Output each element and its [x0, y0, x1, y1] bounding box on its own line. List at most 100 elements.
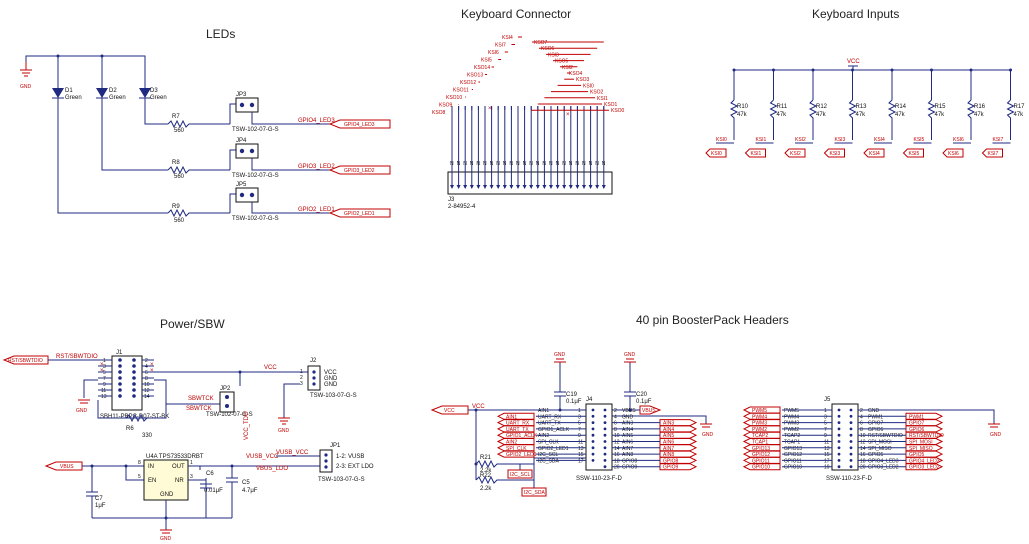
svg-text:6: 6 — [145, 370, 148, 376]
jumper-jp2[interactable]: JP2 TSW-102-07-G-S — [206, 386, 253, 418]
port-rst-sbwtdio: RST/SBWTDIO — [2, 355, 49, 365]
kbi-r-ref: R15 — [935, 104, 947, 110]
svg-text:16: 16 — [614, 452, 620, 458]
ks-label: KSI5 — [481, 58, 492, 64]
kbi-port — [784, 148, 806, 158]
capacitor-c5: C5 4.7μF — [226, 464, 258, 518]
svg-text:×: × — [566, 112, 570, 118]
ks-label: KSI0 — [583, 83, 594, 89]
header-port-label: AIN5 — [663, 433, 674, 439]
kbi-port — [902, 148, 924, 158]
svg-text:N: N — [562, 161, 566, 167]
header-port-label: GPIO9 — [663, 465, 679, 471]
svg-text:14: 14 — [144, 394, 150, 400]
svg-text:18: 18 — [614, 458, 620, 464]
svg-text:N: N — [575, 161, 579, 167]
svg-text:11: 11 — [101, 388, 106, 394]
boosterpack-title: 40 pin BoosterPack Headers — [636, 313, 789, 327]
svg-text:2-3: EXT LDO: 2-3: EXT LDO — [336, 464, 374, 470]
svg-text:3: 3 — [190, 474, 193, 480]
kbi-vcc-label: VCC — [847, 59, 860, 65]
svg-text:12: 12 — [614, 440, 620, 446]
kbi-net: KSI0 — [716, 137, 727, 143]
svg-text:0.1μF: 0.1μF — [566, 399, 582, 405]
header-pin-label: PWM5 — [784, 408, 799, 414]
ks-label: KSI4 — [502, 35, 513, 41]
svg-text:6: 6 — [860, 421, 863, 427]
svg-text:J2: J2 — [310, 358, 317, 364]
svg-text:SSW-110-23-F-D: SSW-110-23-F-D — [826, 476, 872, 482]
svg-text:2.2k: 2.2k — [480, 486, 492, 492]
jumper-jp3[interactable]: JP3 TSW-102-07-G-S GPIO4_LED3 — [229, 92, 335, 133]
port-i2c-sda: I2C_SDA — [521, 487, 547, 497]
svg-text:5: 5 — [103, 370, 106, 376]
header-port — [496, 419, 535, 427]
svg-text:GND: GND — [278, 428, 290, 434]
svg-text:JP3: JP3 — [236, 92, 247, 98]
header-port — [742, 412, 781, 420]
header-pin-label: TCAP2 — [784, 433, 800, 439]
header-port — [742, 431, 781, 439]
svg-text:N: N — [463, 161, 467, 167]
jumper-jp1[interactable]: JP1 1-2: VUSB 2-3: EXT LDO TSW-103-07-G-… — [318, 443, 374, 483]
svg-text:GPIO4_LED3: GPIO4_LED3 — [344, 122, 375, 128]
svg-text:C7: C7 — [95, 496, 103, 502]
svg-text:GND: GND — [324, 382, 338, 388]
svg-text:9: 9 — [103, 382, 106, 388]
ks-label: KSO14 — [474, 65, 490, 71]
svg-text:JP4: JP4 — [236, 138, 247, 144]
kbi-port — [705, 148, 727, 158]
port-vbus: VBUS — [44, 461, 83, 471]
gnd-symbol — [700, 423, 712, 428]
kbi-r-val: 47k — [974, 112, 985, 118]
kbi-r-ref: R12 — [816, 104, 828, 110]
boosterpack-section: VCC VCC C19 0.1μF GND C20 0.1μF — [430, 352, 1002, 497]
header-port-label: PWM3 — [752, 421, 767, 427]
header-pin-label: GPIO6 — [868, 427, 884, 433]
svg-text:2: 2 — [145, 358, 148, 364]
leds-title: LEDs — [206, 27, 235, 41]
kbi-r-val: 47k — [895, 112, 906, 118]
header-pin-label: RST/SBWTDIO — [868, 433, 903, 439]
jumper-jp4[interactable]: JP4 TSW-102-07-G-S GPIO3_LED2 — [229, 138, 335, 179]
svg-text:Green: Green — [150, 95, 167, 101]
header-port — [496, 438, 535, 445]
jumper-jp5[interactable]: JP5 TSW-102-07-G-S GPIO2_LED1 — [229, 182, 335, 222]
svg-text:GPIO2_LED1: GPIO2_LED1 — [298, 207, 335, 213]
header-port-label: GPIO6 — [909, 427, 925, 433]
svg-text:1: 1 — [103, 358, 106, 364]
header-port-label: TCAP1 — [752, 440, 768, 446]
svg-text:8: 8 — [614, 427, 617, 433]
ks-label: KSO2 — [590, 90, 604, 96]
header-pin-label: AIN1 — [538, 408, 549, 414]
svg-text:JP1: JP1 — [330, 443, 341, 449]
svg-text:11: 11 — [578, 440, 583, 446]
svg-text:N: N — [490, 161, 494, 167]
kbi-r-val: 47k — [1014, 112, 1025, 118]
header-port-label: SPI_MOSI — [909, 440, 933, 446]
svg-text:D3: D3 — [150, 88, 158, 94]
svg-text:GND: GND — [702, 432, 714, 438]
svg-text:VCC: VCC — [324, 370, 337, 376]
svg-text:N: N — [569, 161, 573, 167]
svg-text:1: 1 — [578, 408, 581, 414]
gnd-symbol — [160, 529, 172, 534]
led-d2: D2 Green — [96, 78, 126, 101]
kbi-port-label: KSI6 — [948, 151, 959, 157]
header-port-label: GPIO3_LED2 — [909, 465, 940, 471]
kbi-port — [863, 148, 885, 158]
ks-label: KSO7 — [534, 40, 548, 46]
svg-text:10: 10 — [144, 382, 150, 388]
svg-text:Green: Green — [65, 95, 82, 101]
header-pin-label: PWM1 — [868, 414, 883, 420]
svg-text:8: 8 — [138, 460, 141, 466]
header-port — [742, 406, 781, 414]
svg-text:N: N — [476, 161, 480, 167]
svg-text:EN: EN — [148, 478, 156, 484]
header-port — [905, 438, 944, 445]
svg-text:20: 20 — [614, 465, 620, 471]
svg-text:GND: GND — [160, 492, 174, 498]
port-vcc: VCC — [430, 405, 469, 415]
header-port — [659, 463, 698, 471]
